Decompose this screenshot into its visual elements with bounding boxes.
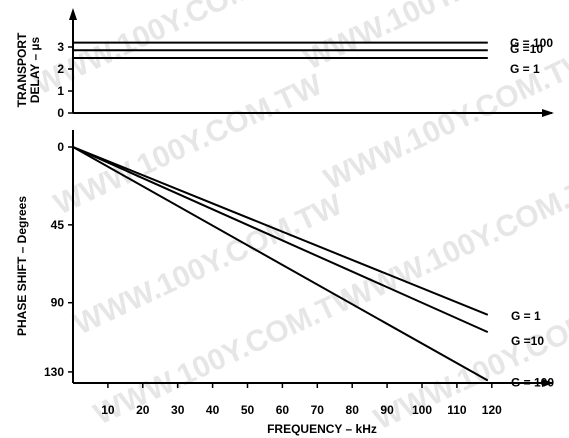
x-tick-label: 60	[276, 403, 290, 417]
x-tick-label: 110	[447, 403, 467, 417]
top-series-label-2: G =10	[510, 42, 543, 56]
top-series-label-1: G = 100	[510, 36, 553, 50]
x-tick-label: 120	[482, 403, 502, 417]
top-y-tick-label: 2	[57, 62, 64, 76]
x-tick-label: 40	[206, 403, 220, 417]
bottom-series-line-2	[72, 146, 489, 334]
axes	[68, 8, 554, 388]
x-tick-label: 10	[101, 403, 115, 417]
watermark-text: WWW.100Y.COM.TW	[369, 283, 569, 436]
top-y-tick-label: 1	[57, 84, 64, 98]
bottom-y-tick-label: 45	[51, 218, 65, 232]
bottom-series-line-3	[72, 146, 489, 382]
top-y-axis-label-line-1: TRANSPORT	[15, 32, 29, 107]
x-tick-label: 30	[171, 403, 185, 417]
x-tick-label: 50	[241, 403, 255, 417]
top-y-axis-label-line-2: DELAY – µs	[28, 37, 42, 104]
bottom-y-tick-label: 90	[51, 296, 65, 310]
watermark-text: WWW.100Y.COM.TW	[339, 163, 569, 316]
bottom-series-label-1: G = 1	[511, 309, 541, 323]
top-y-tick-label: 3	[57, 40, 64, 54]
bottom-y-tick-label: 0	[57, 140, 64, 154]
top-series-label-3: G = 1	[510, 62, 540, 76]
bottom-series-label-2: G =10	[511, 334, 544, 348]
bottom-series-line-1	[72, 146, 489, 316]
bottom-x-arrow-icon	[542, 379, 554, 387]
x-tick-label: 80	[346, 403, 360, 417]
bottom-y-tick-label: 130	[44, 365, 64, 379]
watermark-layer: WWW.100Y.COM.TWWWW.100Y.COM.TWWWW.100Y.C…	[29, 0, 569, 436]
bottom-y-axis-label: PHASE SHIFT – Degrees	[15, 196, 29, 336]
x-tick-label: 70	[311, 403, 325, 417]
x-tick-label: 100	[412, 403, 432, 417]
x-tick-label: 90	[380, 403, 394, 417]
top-y-tick-label: 0	[57, 106, 64, 120]
x-axis-label: FREQUENCY – kHz	[267, 422, 377, 436]
bottom-series-label-3: G = 100	[511, 376, 554, 390]
x-tick-label: 20	[136, 403, 150, 417]
top-y-arrow-icon	[69, 8, 77, 20]
series	[72, 41, 489, 382]
top-x-arrow-icon	[542, 109, 554, 117]
